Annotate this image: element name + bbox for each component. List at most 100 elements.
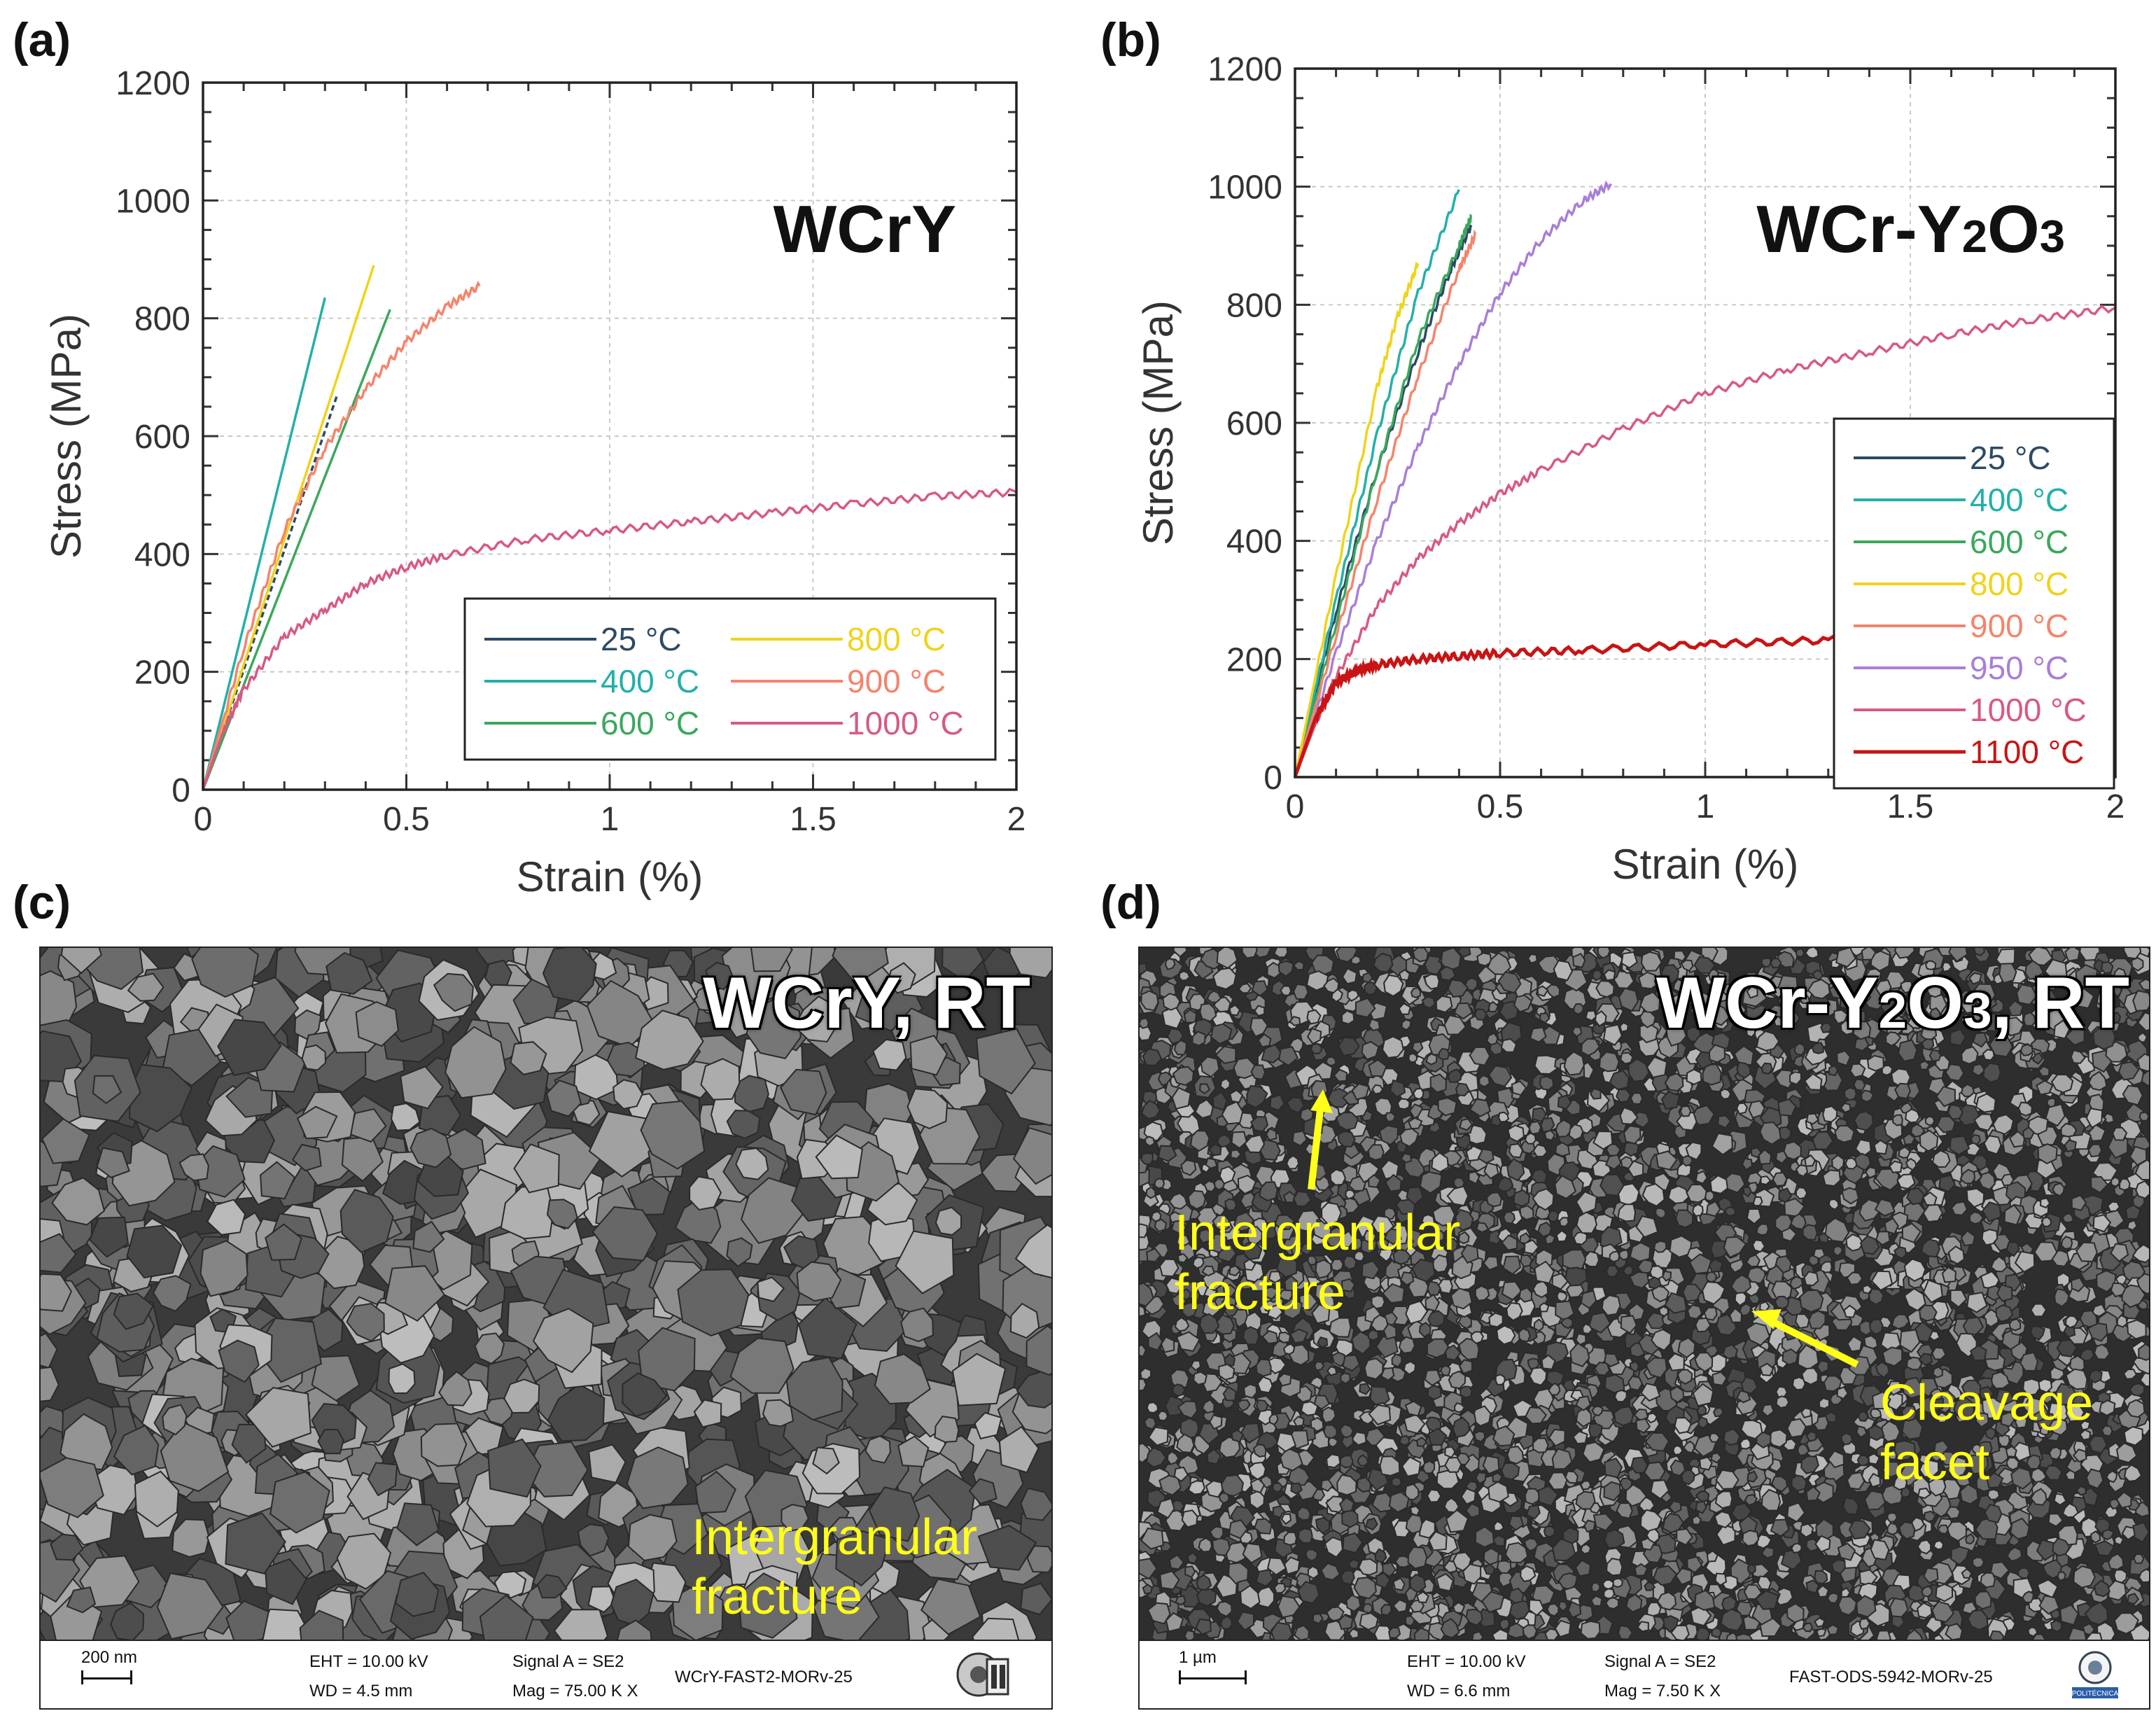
- grain: [638, 1327, 696, 1392]
- microscopy-logo-icon: [956, 1652, 1009, 1697]
- grain: [1931, 1451, 1942, 1462]
- sem-c-scale-tick-left: [81, 1670, 83, 1684]
- grain: [941, 948, 985, 982]
- grain: [291, 1143, 322, 1172]
- y-tick-label: 1200: [115, 65, 190, 102]
- grain: [1826, 1623, 1840, 1636]
- legend-label: 950 °C: [1970, 650, 2068, 686]
- grain: [627, 1514, 678, 1562]
- grain: [487, 1438, 542, 1498]
- grain: [726, 1110, 761, 1139]
- grain: [1585, 1010, 1597, 1022]
- grain: [1178, 970, 1191, 982]
- y-tick-label: 600: [1226, 405, 1282, 442]
- grain: [395, 1572, 440, 1617]
- grain: [536, 1574, 568, 1599]
- grain: [998, 1425, 1040, 1474]
- grain: [113, 1292, 154, 1330]
- grain: [1881, 1461, 1902, 1479]
- sem-micrograph-c: WCrY, RT Intergranular fracture 200 nm E…: [39, 947, 1053, 1710]
- grain: [420, 1423, 468, 1467]
- legend-label: 600 °C: [601, 705, 699, 741]
- grain: [616, 1619, 652, 1641]
- grain: [588, 1110, 652, 1178]
- grain: [835, 1530, 891, 1587]
- grain: [245, 1387, 312, 1448]
- grain: [503, 1378, 540, 1414]
- grain: [493, 1570, 527, 1599]
- grain: [577, 1523, 610, 1557]
- x-tick-label: 1.5: [1887, 788, 1934, 825]
- grain: [635, 1010, 704, 1070]
- grain: [296, 1105, 338, 1140]
- grain: [341, 1136, 384, 1182]
- grain: [796, 1261, 842, 1302]
- x-tick-label: 0: [194, 801, 213, 838]
- grain: [156, 1572, 224, 1640]
- grain: [513, 1143, 560, 1194]
- series-line-25c: [202, 394, 339, 790]
- grain: [729, 1337, 794, 1394]
- series-line-800c: [202, 265, 375, 790]
- sem-micrograph-d: WCr-Y2O3, RT Intergranular fracture Clea…: [1138, 947, 2150, 1710]
- grain: [41, 1332, 58, 1369]
- grain: [542, 948, 597, 1003]
- grain: [909, 1035, 948, 1076]
- grain: [951, 1353, 1007, 1406]
- sem-image-grains-d: [1140, 948, 2149, 1641]
- legend-label: 25 °C: [1970, 440, 2051, 476]
- grain: [780, 1068, 827, 1116]
- grain: [1760, 1546, 1774, 1559]
- grain: [346, 1302, 385, 1342]
- grain: [1016, 1370, 1051, 1409]
- grain: [705, 961, 734, 991]
- grain: [2079, 1348, 2095, 1362]
- series-line-400c: [202, 297, 326, 790]
- grain: [479, 1594, 534, 1641]
- plot-frame: [1294, 67, 2117, 778]
- grain: [1348, 1558, 1360, 1570]
- grain: [934, 1416, 960, 1443]
- grain: [588, 1444, 626, 1483]
- grain: [172, 1518, 210, 1558]
- grain: [2064, 1027, 2085, 1046]
- grain: [326, 951, 373, 995]
- grain: [1804, 948, 1819, 959]
- sem-c-scale-bar: [81, 1677, 132, 1679]
- x-tick-label: 1.5: [790, 801, 836, 838]
- grain: [50, 1533, 84, 1561]
- grain: [897, 1435, 930, 1468]
- grain: [612, 1079, 643, 1110]
- grain: [113, 1424, 160, 1476]
- grain: [41, 1366, 59, 1402]
- series-line-900c: [1294, 229, 1477, 778]
- grain: [1020, 1582, 1051, 1616]
- grain: [920, 1578, 981, 1635]
- y-tick-label: 600: [134, 419, 190, 456]
- sem-image-grains-c: [41, 948, 1051, 1641]
- y-tick-label: 800: [134, 301, 190, 338]
- sem-c-annotation: Intergranular fracture: [692, 1508, 977, 1627]
- grain: [864, 1435, 891, 1464]
- grain: [294, 1009, 322, 1041]
- y-tick-label: 400: [1226, 524, 1282, 561]
- grain: [510, 1041, 547, 1075]
- legend-box: [463, 597, 997, 761]
- grain: [780, 1504, 810, 1532]
- y-tick-label: 200: [1226, 641, 1282, 678]
- grain: [225, 1600, 270, 1641]
- sem-c-scale-label: 200 nm: [81, 1648, 138, 1667]
- grain: [1968, 1013, 1984, 1028]
- grain: [872, 1038, 907, 1071]
- x-axis-title: Strain (%): [517, 853, 704, 900]
- x-tick-label: 2: [2106, 788, 2125, 825]
- legend-label: 400 °C: [1970, 482, 2068, 518]
- y-tick-label: 1200: [1208, 51, 1282, 88]
- grain: [1140, 1367, 1152, 1381]
- grain: [412, 1220, 445, 1253]
- grain: [400, 1066, 444, 1110]
- grain: [968, 1478, 997, 1505]
- grain: [317, 1236, 365, 1290]
